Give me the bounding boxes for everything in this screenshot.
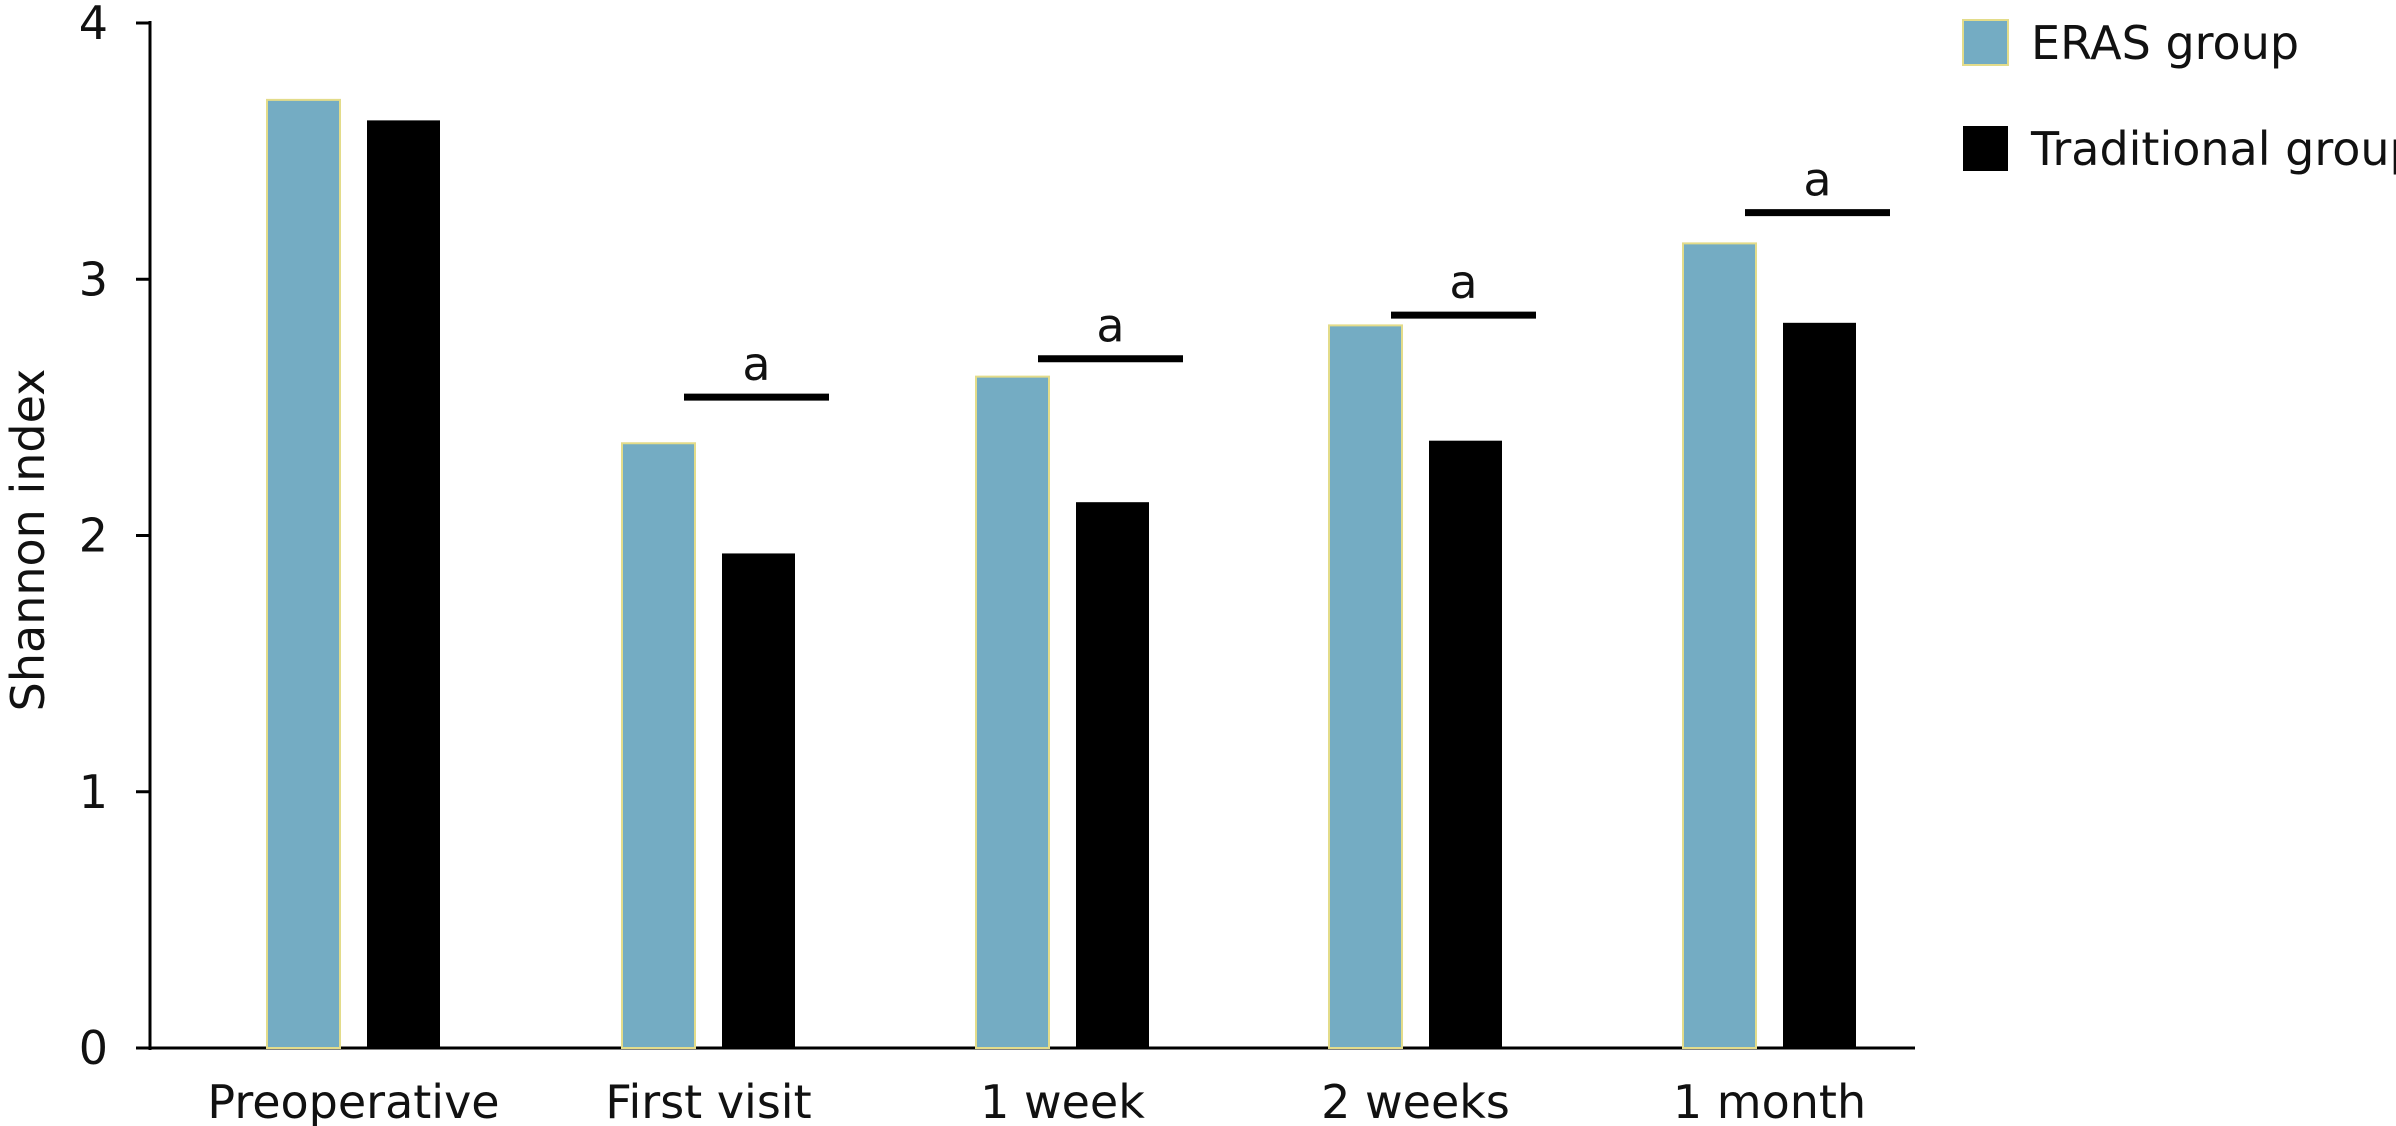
significance-label: a [1449, 255, 1477, 309]
legend-entry-label: ERAS group [2031, 16, 2299, 70]
legend-entry-label: Traditional group [2030, 122, 2396, 176]
y-tick-label: 2 [79, 509, 108, 563]
bar-eras-group [1682, 242, 1757, 1049]
x-category-label: Preoperative [207, 1075, 499, 1126]
bar-traditional-group [1783, 322, 1856, 1048]
bar-traditional-group [1076, 502, 1149, 1048]
x-category-label: First visit [605, 1075, 811, 1126]
bar-eras-group [1328, 324, 1403, 1049]
axes: 0 1 2 3 4 Preoperative First visit 1 week 2 week… [79, 0, 1915, 1126]
bar-eras-group [621, 442, 696, 1049]
x-category-label: 2 weeks [1321, 1075, 1510, 1126]
bars [266, 98, 1856, 1049]
x-category-label: 1 week [980, 1075, 1145, 1126]
x-category-label: 1 month [1673, 1075, 1866, 1126]
y-axis-label: Shannon index [1, 369, 55, 712]
legend-swatch-traditional-group [1963, 126, 2008, 171]
bar-traditional-group [1429, 440, 1502, 1048]
bar-traditional-group [722, 553, 795, 1048]
y-tick-label: 3 [79, 252, 108, 306]
bar-traditional-group [367, 120, 440, 1048]
y-tick-label: 0 [79, 1021, 108, 1075]
y-tick-label: 4 [79, 0, 108, 50]
significance-markers: a a a a [684, 153, 1890, 401]
significance-label: a [1096, 299, 1124, 353]
bar-eras-group [975, 375, 1050, 1049]
legend: ERAS group Traditional group [1962, 16, 2396, 176]
bar-eras-group [266, 98, 341, 1049]
legend-swatch-eras-group [1962, 19, 2009, 66]
significance-label: a [1803, 153, 1831, 207]
y-tick-label: 1 [79, 765, 108, 819]
significance-label: a [742, 337, 770, 391]
